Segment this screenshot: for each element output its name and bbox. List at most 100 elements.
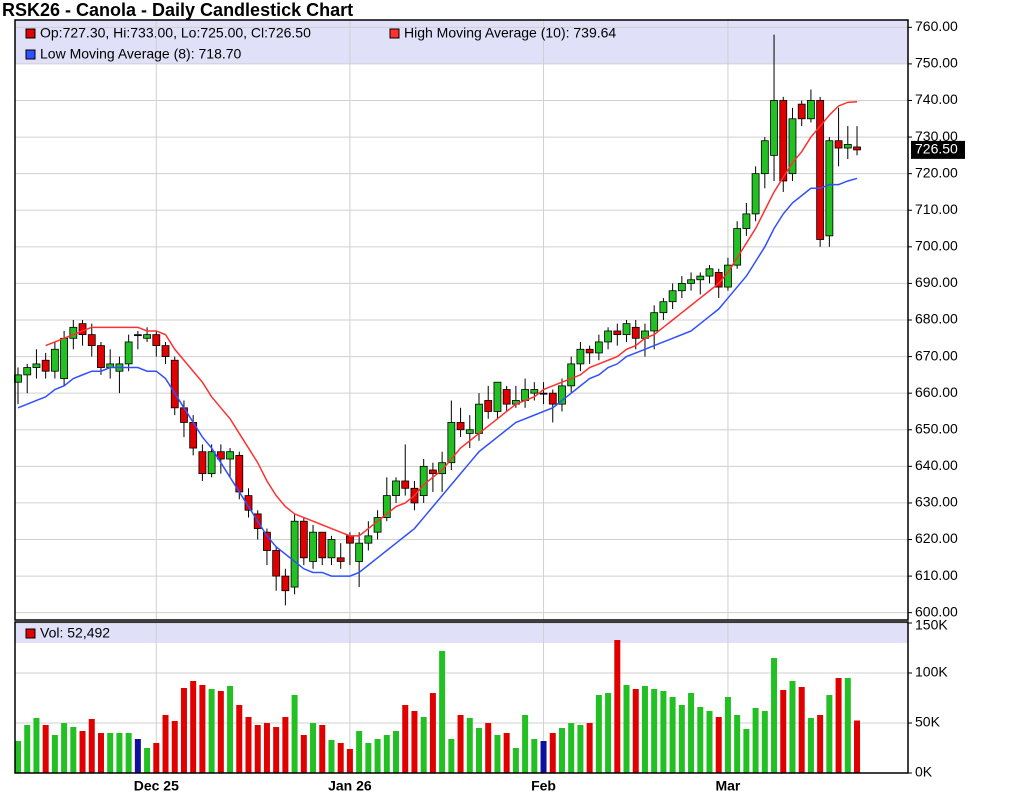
candle-body bbox=[788, 118, 797, 175]
last-price-box bbox=[911, 140, 965, 159]
volume-bar bbox=[88, 719, 95, 773]
candle-body bbox=[567, 363, 576, 387]
volume-bar bbox=[411, 711, 418, 773]
volume-bar bbox=[393, 731, 400, 773]
candle-body bbox=[355, 542, 364, 562]
candle-body bbox=[364, 535, 373, 544]
volume-bar bbox=[236, 705, 243, 773]
volume-bar bbox=[448, 739, 455, 773]
volume-bar bbox=[429, 693, 436, 773]
volume-bar bbox=[724, 697, 731, 773]
volume-bar bbox=[245, 717, 252, 773]
volume-bar bbox=[669, 697, 676, 773]
legend-swatch bbox=[389, 28, 400, 39]
volume-bar bbox=[51, 735, 58, 773]
volume-bar bbox=[614, 640, 621, 773]
volume-bar bbox=[651, 689, 658, 773]
candle-body bbox=[447, 422, 456, 464]
candle-body bbox=[124, 341, 133, 365]
volume-bar bbox=[319, 725, 326, 773]
volume-bar bbox=[134, 739, 141, 773]
candle-body bbox=[705, 268, 714, 277]
candle-body bbox=[152, 334, 161, 347]
volume-bar bbox=[706, 711, 713, 773]
candle-body bbox=[484, 400, 493, 412]
candle-body bbox=[779, 100, 788, 182]
candle-body bbox=[548, 392, 557, 405]
x-tick-label: Mar bbox=[715, 778, 740, 794]
candle-body bbox=[50, 348, 59, 372]
volume-frame bbox=[14, 621, 909, 774]
candle-body bbox=[797, 103, 806, 120]
candle-body bbox=[382, 495, 391, 518]
candle-body bbox=[465, 429, 474, 434]
candle-body bbox=[475, 403, 483, 434]
volume-bar bbox=[70, 727, 77, 773]
volume-bar bbox=[798, 687, 805, 773]
volume-bar bbox=[97, 733, 104, 773]
volume-bar bbox=[190, 681, 197, 773]
volume-bar bbox=[346, 749, 353, 773]
y-tick-label: 640.00 bbox=[915, 457, 958, 473]
volume-bar bbox=[328, 740, 335, 773]
volume-bar bbox=[402, 705, 409, 773]
candle-body bbox=[696, 275, 705, 281]
candle-body bbox=[807, 100, 815, 120]
y-tick-label: 620.00 bbox=[915, 530, 958, 546]
candle-body bbox=[613, 330, 622, 336]
candle-body bbox=[502, 389, 511, 405]
volume-bar bbox=[844, 678, 851, 773]
ma-line bbox=[17, 177, 858, 577]
volume-bar bbox=[558, 728, 565, 773]
candle-body bbox=[143, 334, 151, 339]
volume-bar bbox=[208, 689, 215, 773]
y-tick-label: 720.00 bbox=[915, 164, 958, 180]
x-tick-label: Jan 26 bbox=[328, 778, 372, 794]
candle-body bbox=[622, 323, 631, 336]
volume-bar bbox=[678, 705, 685, 773]
legend-swatch bbox=[25, 628, 36, 639]
candle-body bbox=[659, 301, 668, 314]
candle-body bbox=[133, 334, 142, 337]
volume-bar bbox=[743, 729, 750, 773]
volume-bar bbox=[273, 727, 280, 773]
x-tick-label: Feb bbox=[531, 778, 556, 794]
candle-body bbox=[401, 480, 410, 489]
candle-body bbox=[290, 520, 299, 588]
candle-body bbox=[456, 422, 465, 431]
volume-legend-band bbox=[15, 623, 908, 643]
candle-body bbox=[198, 451, 207, 475]
volume-bar bbox=[291, 695, 298, 773]
volume-bar bbox=[540, 741, 547, 773]
candle-body bbox=[299, 520, 308, 559]
candle-body bbox=[733, 228, 742, 266]
chart-title: RSK26 - Canola - Daily Candlestick Chart bbox=[2, 0, 353, 20]
volume-bar bbox=[715, 717, 722, 773]
volume-bar bbox=[171, 721, 178, 773]
y-tick-label: 670.00 bbox=[915, 347, 958, 363]
y-tick-label: 660.00 bbox=[915, 384, 958, 400]
candle-body bbox=[336, 557, 345, 562]
volume-bar bbox=[125, 733, 132, 773]
ohlc-label: Op:727.30, Hi:733.00, Lo:725.00, Cl:726.… bbox=[40, 25, 311, 41]
volume-bar bbox=[807, 718, 814, 773]
volume-bar bbox=[512, 748, 519, 773]
candle-body bbox=[751, 173, 760, 215]
volume-bar bbox=[605, 693, 612, 773]
candle-body bbox=[576, 348, 585, 365]
legend-swatch bbox=[25, 28, 36, 39]
y-tick-label: 740.00 bbox=[915, 91, 958, 107]
y2-tick-label: 150K bbox=[915, 617, 948, 633]
volume-bar bbox=[42, 725, 49, 773]
candle-body bbox=[78, 323, 87, 336]
legend-swatch bbox=[25, 49, 36, 60]
volume-bar bbox=[780, 690, 787, 773]
volume-bar bbox=[623, 685, 630, 773]
candle-body bbox=[60, 337, 68, 379]
volume-bar bbox=[263, 723, 270, 773]
volume-bar bbox=[466, 718, 473, 773]
volume-bar bbox=[503, 733, 510, 773]
volume-bar bbox=[577, 725, 584, 773]
volume-bar bbox=[300, 735, 307, 773]
candle-body bbox=[687, 279, 695, 284]
